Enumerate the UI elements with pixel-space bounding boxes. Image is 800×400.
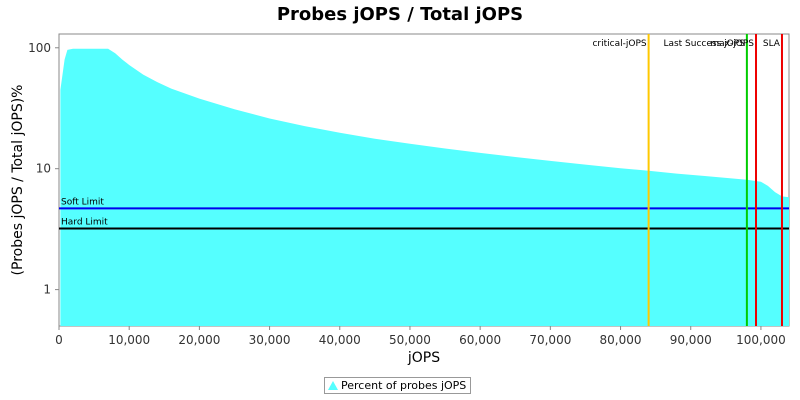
x-tick-label: 10,000 [108,333,150,347]
x-tick-label: 60,000 [459,333,501,347]
legend-label: Percent of probes jOPS [341,379,467,392]
legend-marker-icon [328,381,338,390]
y-tick-label: 1 [43,283,51,297]
x-tick-label: 20,000 [178,333,220,347]
x-tick-label: 50,000 [389,333,431,347]
y-axis-label: (Probes jOPS / Total jOPS)% [10,85,26,276]
x-tick-label: 80,000 [600,333,642,347]
chart-title: Probes jOPS / Total jOPS [276,4,524,25]
hline-label-soft-limit: Soft Limit [61,197,104,207]
hline-label-hard-limit: Hard Limit [61,218,108,228]
y-tick-label: 100 [28,41,51,55]
x-tick-label: 40,000 [319,333,361,347]
vline-label-last-success-jops: Last Success jOPS [663,39,745,49]
x-axis-label: jOPS [407,350,440,366]
vline-label-critical-jops: critical-jOPS [592,39,646,49]
series-area-percent-probes-jops [60,48,789,327]
legend: Percent of probes jOPS [324,377,472,394]
y-tick-label: 10 [36,162,51,176]
vline-label-max-jops: max-jOPS [710,39,754,49]
x-tick-label: 70,000 [529,333,571,347]
x-tick-label: 30,000 [249,333,291,347]
x-tick-label: 100,000 [736,333,786,347]
vline-label-sla: SLA [763,39,781,49]
x-tick-label: 90,000 [670,333,712,347]
x-tick-label: 0 [55,333,63,347]
